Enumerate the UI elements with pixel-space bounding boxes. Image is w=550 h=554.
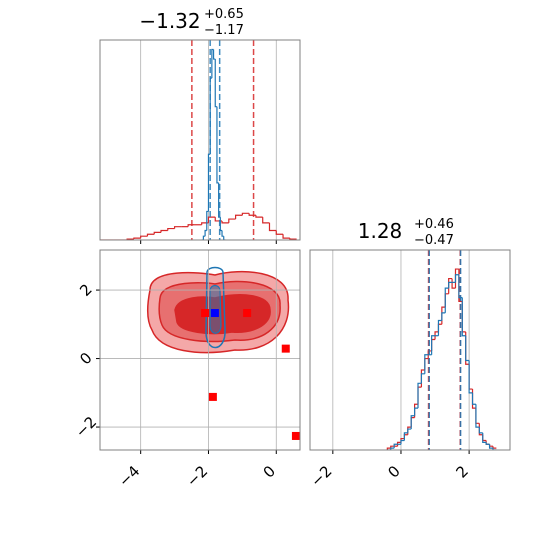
hist-step (492, 448, 497, 450)
hist-step (475, 404, 480, 428)
frame (309, 249, 511, 451)
x-tick-label: 2 (452, 462, 471, 481)
hist-step (268, 222, 277, 232)
hist-step (221, 230, 224, 237)
point (210, 309, 219, 318)
hist-step (223, 236, 226, 240)
y-tick-label: 2 (76, 280, 95, 299)
hist-step (461, 297, 466, 337)
hist-step (403, 432, 408, 441)
x-tick-label: −2 (183, 462, 211, 490)
hist-step (241, 212, 250, 216)
x-tick-label: 0 (384, 462, 403, 481)
hist-step (488, 444, 493, 449)
hist-step (219, 217, 223, 232)
plot-area (100, 40, 297, 240)
point (208, 392, 217, 401)
point (281, 344, 290, 353)
hist-step (407, 428, 412, 433)
hist-step (275, 230, 284, 235)
hist-step (448, 277, 453, 294)
hist-step (262, 217, 270, 224)
hist-step (410, 415, 415, 430)
hist-step (234, 214, 243, 220)
hist-step (420, 373, 425, 384)
hist-step (454, 274, 459, 283)
hist-step (212, 49, 216, 60)
hist-step (207, 153, 211, 212)
hist-step (400, 439, 405, 445)
point (291, 431, 300, 440)
hist-step (444, 287, 449, 313)
hist-step (221, 220, 229, 224)
hist-step (468, 360, 473, 394)
title-plus: +0.65 (204, 7, 244, 22)
hist-step (228, 218, 236, 223)
hist-step (390, 447, 395, 450)
y-tick-label: 0 (76, 349, 95, 368)
panel-title: 1.28 (358, 219, 403, 243)
hist-step (133, 237, 141, 240)
hist-step (202, 235, 206, 240)
hist-step (492, 446, 497, 449)
title-minus: −0.47 (414, 233, 454, 248)
frame (99, 39, 301, 241)
red-contour-inner (174, 294, 271, 335)
plot-area (332, 250, 497, 450)
panel-title: −1.32 (139, 9, 200, 33)
hist-step (255, 215, 263, 218)
hist-step (201, 222, 209, 225)
hist-step (393, 443, 398, 449)
x-tick-label: −4 (115, 462, 143, 490)
frame (99, 249, 301, 451)
hist-step (146, 233, 155, 237)
hist-step (434, 331, 439, 340)
y-tick-label: −2 (72, 413, 100, 441)
hist-step (167, 227, 175, 231)
hist-step (451, 278, 456, 289)
hist-step (211, 48, 214, 79)
hist-step (207, 216, 216, 223)
hist-step (206, 210, 209, 231)
hist-step (414, 407, 419, 416)
hist-step (390, 445, 395, 449)
hist-step (289, 238, 297, 240)
hist-step (386, 447, 391, 450)
point (201, 309, 210, 318)
hist-step (482, 432, 487, 443)
plot-area (100, 250, 300, 450)
hist-step (153, 231, 162, 235)
title-minus: −1.17 (204, 23, 244, 38)
hist-step (478, 427, 483, 434)
hist-step (424, 354, 429, 374)
title-plus: +0.46 (414, 217, 454, 232)
x-tick-label: −2 (307, 462, 335, 490)
hist-step (140, 235, 148, 239)
hist-step (478, 423, 483, 436)
hist-step (216, 106, 219, 184)
hist-step (214, 59, 217, 108)
hist-step (204, 229, 207, 237)
hist-step (465, 335, 470, 362)
hist-step (187, 224, 195, 227)
hist-step (441, 312, 446, 321)
hist-step (431, 335, 436, 355)
hist-step (160, 229, 168, 233)
hist-step (173, 226, 182, 229)
hist-step (417, 382, 422, 409)
hist-step (437, 319, 442, 336)
hist-step (485, 442, 490, 445)
hist-step (282, 234, 290, 239)
x-tick-label: 0 (260, 462, 279, 481)
hist-step (248, 213, 256, 216)
point (243, 309, 252, 318)
hist-step (396, 441, 401, 447)
hist-step (471, 392, 476, 405)
hist-step (448, 281, 453, 289)
